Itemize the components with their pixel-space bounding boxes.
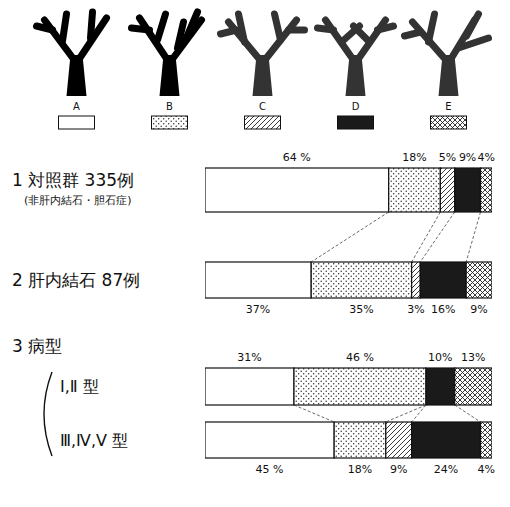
branch bbox=[405, 32, 421, 36]
data-label: 24% bbox=[434, 463, 458, 476]
data-label: 9% bbox=[459, 151, 476, 164]
branch bbox=[239, 14, 245, 42]
data-label: 31% bbox=[237, 351, 261, 364]
branch bbox=[63, 14, 67, 41]
data-label: 64 % bbox=[283, 151, 311, 164]
data-label: 18% bbox=[402, 151, 426, 164]
bar-segment bbox=[455, 368, 492, 405]
bar-segment bbox=[205, 262, 311, 298]
branch bbox=[178, 22, 184, 48]
branch bbox=[429, 14, 435, 42]
branch bbox=[91, 12, 93, 38]
branch bbox=[186, 12, 198, 40]
legend: A B C D E bbox=[37, 12, 489, 129]
bar-segment bbox=[205, 422, 334, 458]
data-label: 18% bbox=[348, 463, 372, 476]
bar-segment bbox=[426, 368, 455, 405]
data-label: 35% bbox=[349, 303, 373, 316]
annotation: (非肝内結石・胆石症) bbox=[24, 194, 132, 207]
data-label: 46 % bbox=[346, 351, 374, 364]
connector bbox=[420, 212, 454, 262]
connector bbox=[412, 405, 426, 422]
data-label: 9% bbox=[470, 303, 487, 316]
branch bbox=[132, 28, 150, 30]
branch bbox=[354, 26, 370, 42]
connector bbox=[294, 405, 334, 422]
legend-swatch bbox=[152, 116, 188, 129]
bar-segment bbox=[311, 262, 411, 298]
bars bbox=[205, 168, 492, 458]
data-label: 10% bbox=[428, 351, 452, 364]
branch bbox=[318, 28, 334, 30]
branch-icon bbox=[318, 20, 394, 96]
legend-swatch bbox=[245, 116, 281, 129]
branch bbox=[378, 26, 394, 30]
connectors bbox=[294, 212, 481, 422]
data-label: 4% bbox=[478, 151, 495, 164]
branch bbox=[37, 26, 53, 30]
bar-segment bbox=[412, 262, 421, 298]
bar-segment bbox=[481, 422, 492, 458]
bar-segment bbox=[389, 168, 441, 212]
legend-label: B bbox=[166, 101, 173, 112]
category-label: Ⅲ,Ⅳ,Ⅴ 型 bbox=[60, 431, 128, 450]
branch bbox=[158, 14, 166, 40]
labels: 64 %18%5%9%4%37%35%3%16%9%31%46 %10%13%4… bbox=[237, 151, 495, 476]
connector bbox=[311, 212, 388, 262]
category-label: Ⅰ,Ⅱ 型 bbox=[60, 377, 99, 396]
data-label: 3% bbox=[407, 303, 424, 316]
data-label: 45 % bbox=[256, 463, 284, 476]
bar-segment bbox=[455, 168, 481, 212]
bar-segment bbox=[466, 262, 492, 298]
legend-swatch bbox=[338, 116, 374, 129]
bar-segment bbox=[334, 422, 386, 458]
legend-label: A bbox=[73, 101, 80, 112]
data-label: 16% bbox=[431, 303, 455, 316]
branch bbox=[289, 27, 305, 34]
legend-swatch bbox=[431, 116, 467, 129]
bar-segment bbox=[294, 368, 426, 405]
branch bbox=[467, 14, 479, 36]
legend-label: E bbox=[445, 101, 451, 112]
branch bbox=[459, 38, 489, 48]
legend-swatch bbox=[59, 116, 95, 129]
branch bbox=[221, 30, 237, 34]
category-label: 2 肝内結石 87例 bbox=[12, 270, 140, 290]
branch-icon bbox=[132, 12, 202, 96]
data-label: 13% bbox=[461, 351, 485, 364]
annotation: 3 病型 bbox=[12, 336, 62, 356]
legend-label: D bbox=[352, 101, 360, 112]
bar-segment bbox=[205, 168, 389, 212]
category-labels: 1 対照群 335例 2 肝内結石 87例 Ⅰ,Ⅱ 型 Ⅲ,Ⅳ,Ⅴ 型 (非肝内結石・胆… bbox=[12, 170, 140, 456]
bar-segment bbox=[420, 262, 466, 298]
branch-icon bbox=[405, 14, 489, 96]
bar-segment bbox=[205, 368, 294, 405]
bar-segment bbox=[412, 422, 481, 458]
legend-label: C bbox=[259, 101, 266, 112]
bracket bbox=[44, 372, 52, 456]
connector bbox=[455, 405, 481, 422]
bar-segment bbox=[440, 168, 454, 212]
data-label: 9% bbox=[390, 463, 407, 476]
chart: ABCDE64 %18%5%9%4%37%35%3%16%9%31%46 %10… bbox=[0, 0, 510, 507]
data-label: 5% bbox=[439, 151, 456, 164]
branch-icon bbox=[37, 12, 107, 96]
branch-icon bbox=[221, 14, 305, 96]
branch bbox=[275, 14, 281, 40]
connector bbox=[386, 405, 426, 422]
category-label: 1 対照群 335例 bbox=[12, 170, 134, 190]
connector bbox=[412, 212, 441, 262]
bar-segment bbox=[386, 422, 412, 458]
bar-segment bbox=[481, 168, 492, 212]
data-label: 37% bbox=[246, 303, 270, 316]
data-label: 4% bbox=[478, 463, 495, 476]
connector bbox=[466, 212, 480, 262]
